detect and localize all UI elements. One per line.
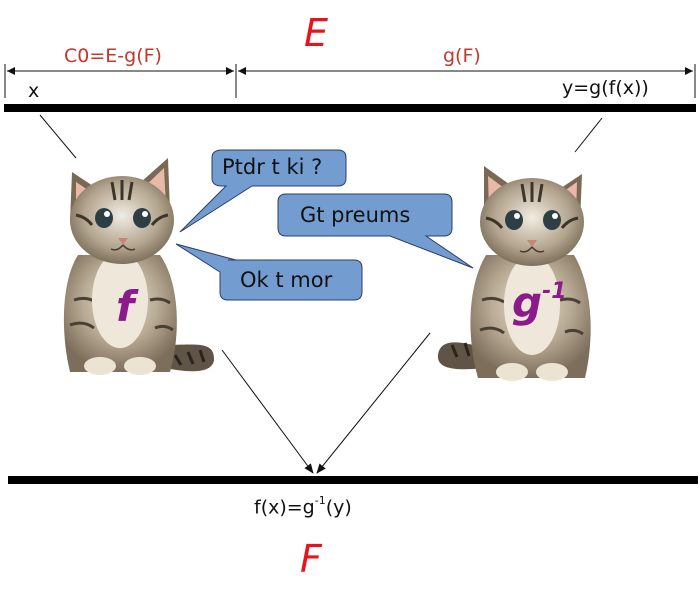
result-formula-tail: (y) [325,496,352,519]
connector-y-to-ginv [574,117,603,153]
arrow-from-f [221,349,314,474]
dimension-left [4,64,237,98]
set-e-bar [4,104,696,112]
bubble-2-text: Gt preums [300,203,411,227]
connector-x-to-f [39,114,77,159]
speech-bubble-3 [175,243,363,301]
result-formula-base: f(x)=g [254,496,315,519]
point-y-label: y=g(f(x)) [562,77,649,99]
bubble-3-text: Ok t mor [240,268,333,292]
result-formula-sup: -1 [314,494,326,507]
point-x-label: x [28,80,40,102]
function-ginv-base: g [512,278,543,327]
dimension-right-label: g(F) [443,45,481,67]
result-formula: f(x)=g-1(y) [254,494,352,519]
arrow-from-ginv [316,332,431,474]
set-e-label: E [304,11,329,55]
set-f-bar [8,476,698,484]
kitten-right-image [437,166,591,381]
speech-bubble-2 [277,193,474,269]
set-f-label: F [300,537,322,581]
kitten-left-image [63,158,215,375]
dimension-right [238,64,696,98]
function-ginv-sup: -1 [542,279,567,304]
function-ginv-label: g-1 [512,279,567,324]
dimension-left-label: C0=E-g(F) [64,45,162,67]
bubble-1-text: Ptdr t ki ? [222,155,323,179]
speech-bubble-1 [179,149,347,233]
function-f-label: f [116,282,135,331]
